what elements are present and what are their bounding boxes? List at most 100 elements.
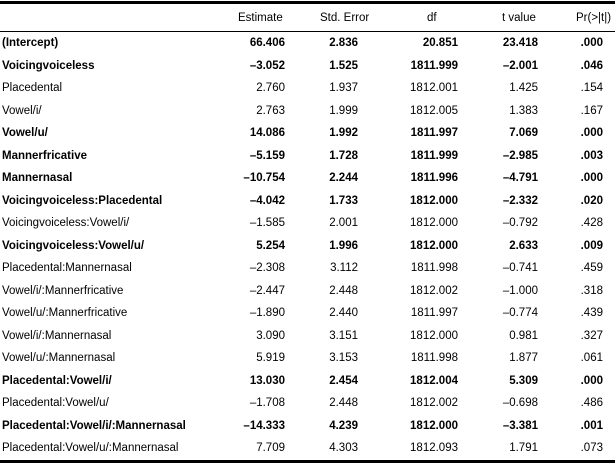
- value-cell: 1812.000: [410, 194, 458, 207]
- value-cell: .318: [580, 284, 603, 297]
- value-cell: –3.381: [502, 419, 538, 432]
- value-cell: 0.981: [509, 329, 538, 342]
- value-cell: –1.585: [249, 217, 285, 230]
- table-row: Vowel/i/:Mannerfricative –2.447 2.448 1812.…: [0, 280, 615, 303]
- table-row: Vowel/u/:Mannerfricative –1.890 2.440 1811.…: [0, 302, 615, 325]
- value-cell: 1.999: [329, 104, 358, 117]
- value-cell: 2.448: [329, 397, 358, 410]
- table-row: Placedental 2.760 1.937 1812.001 1.425 .154: [0, 77, 615, 100]
- row-label-cell: Placedental:Vowel/i/: [2, 374, 112, 387]
- value-cell: 66.406: [249, 37, 285, 50]
- value-cell: .167: [580, 104, 603, 117]
- value-cell: 1812.002: [410, 397, 458, 410]
- value-cell: –2.332: [502, 194, 538, 207]
- row-label-cell: Placedental:Vowel/i/:Mannernasal: [2, 419, 186, 432]
- value-cell: –0.792: [502, 217, 538, 230]
- value-cell: 2.244: [329, 172, 358, 185]
- value-cell: .000: [580, 374, 603, 387]
- row-label-cell: Placedental: [2, 82, 63, 95]
- column-header-t-value: t value: [460, 2, 540, 32]
- table-row: Vowel/i/:Mannernasal 3.090 3.151 1812.000 0.…: [0, 325, 615, 348]
- value-cell: 1812.002: [410, 284, 458, 297]
- value-cell: 2.633: [509, 239, 538, 252]
- row-label-cell: Mannernasal: [2, 172, 73, 185]
- table-row: Voicingvoiceless:Placedental –4.042 1.733 1…: [0, 190, 615, 213]
- value-cell: 1.992: [329, 127, 358, 140]
- value-cell: 5.919: [256, 352, 285, 365]
- value-cell: 14.086: [249, 127, 285, 140]
- table-body: (Intercept) 66.406 2.836 20.851 23.418.000 Vo…: [0, 32, 615, 462]
- value-cell: 13.030: [249, 374, 285, 387]
- value-cell: .009: [580, 239, 603, 252]
- table-row: Voicingvoiceless:Vowel/i/ –1.585 2.001 1812…: [0, 212, 615, 235]
- value-cell: 1.733: [329, 194, 358, 207]
- value-cell: 7.069: [509, 127, 538, 140]
- value-cell: 1811.997: [410, 127, 458, 140]
- value-cell: .000: [580, 37, 603, 50]
- value-cell: 7.709: [256, 442, 285, 455]
- value-cell: 1812.001: [410, 82, 458, 95]
- value-cell: .046: [580, 59, 603, 72]
- value-cell: –2.001: [502, 59, 538, 72]
- row-label-cell: (Intercept): [2, 37, 59, 50]
- table-row: (Intercept) 66.406 2.836 20.851 23.418 .000: [0, 32, 615, 55]
- value-cell: –1.000: [502, 284, 538, 297]
- row-label-cell: Placedental:Vowel/u/: [2, 397, 109, 410]
- value-cell: 1812.000: [410, 329, 458, 342]
- value-cell: 1.425: [509, 82, 538, 95]
- table-row: Placedental:Vowel/u/ –1.708 2.448 1812.002 –…: [0, 392, 615, 415]
- value-cell: 1811.997: [410, 307, 458, 320]
- table-row: Placedental:Vowel/u/:Mannernasal 7.709 4.3…: [0, 437, 615, 461]
- value-cell: 1.525: [329, 59, 358, 72]
- value-cell: 2.448: [329, 284, 358, 297]
- value-cell: .020: [580, 194, 603, 207]
- value-cell: 1812.000: [410, 239, 458, 252]
- value-cell: –4.042: [249, 194, 285, 207]
- row-label-cell: Vowel/u/: [2, 127, 48, 140]
- value-cell: .073: [580, 442, 603, 455]
- value-cell: 3.112: [330, 262, 358, 275]
- value-cell: 5.254: [256, 239, 285, 252]
- row-label-cell: Voicingvoiceless:Vowel/i/: [2, 217, 130, 230]
- row-label-cell: Voicingvoiceless: [2, 59, 95, 72]
- value-cell: 3.151: [329, 329, 358, 342]
- value-cell: 1812.000: [410, 217, 458, 230]
- value-cell: 1811.999: [410, 149, 458, 162]
- value-cell: –1.890: [249, 307, 285, 320]
- table-header: Estimate Std. Error df t value Pr(>|t|): [0, 2, 615, 32]
- value-cell: 1.728: [329, 149, 358, 162]
- column-header-estimate: Estimate: [205, 2, 287, 32]
- value-cell: 3.153: [329, 352, 358, 365]
- table-row: Placedental:Vowel/i/13.030 2.454 1812.004 5…: [0, 370, 615, 393]
- value-cell: 2.454: [329, 374, 358, 387]
- column-header-df: df: [360, 2, 460, 32]
- value-cell: –0.774: [502, 307, 538, 320]
- value-cell: 1812.000: [410, 419, 458, 432]
- value-cell: .459: [580, 262, 603, 275]
- value-cell: 2.760: [256, 82, 285, 95]
- value-cell: 2.001: [329, 217, 358, 230]
- row-label-cell: Placedental:Mannernasal: [2, 262, 132, 275]
- value-cell: .000: [580, 127, 603, 140]
- value-cell: .000: [580, 172, 603, 185]
- value-cell: 1812.093: [410, 442, 458, 455]
- column-header-term: [0, 2, 205, 32]
- value-cell: 2.836: [329, 37, 358, 50]
- row-label-cell: Vowel/i/:Mannerfricative: [2, 284, 124, 297]
- value-cell: .486: [580, 397, 603, 410]
- value-cell: .428: [580, 217, 603, 230]
- value-cell: .061: [580, 352, 603, 365]
- value-cell: .003: [580, 149, 603, 162]
- value-cell: 3.090: [256, 329, 285, 342]
- table-row: Vowel/i/2.763 1.999 1812.005 1.383 .167: [0, 100, 615, 123]
- value-cell: 1.996: [329, 239, 358, 252]
- value-cell: 1811.999: [410, 59, 458, 72]
- value-cell: .154: [580, 82, 603, 95]
- row-label-cell: Voicingvoiceless:Vowel/u/: [2, 239, 145, 252]
- value-cell: –0.698: [502, 397, 538, 410]
- value-cell: –3.052: [249, 59, 285, 72]
- table-row: Voicingvoiceless –3.052 1.525 1811.999 –2.00…: [0, 55, 615, 78]
- header-row: Estimate Std. Error df t value Pr(>|t|): [0, 2, 615, 32]
